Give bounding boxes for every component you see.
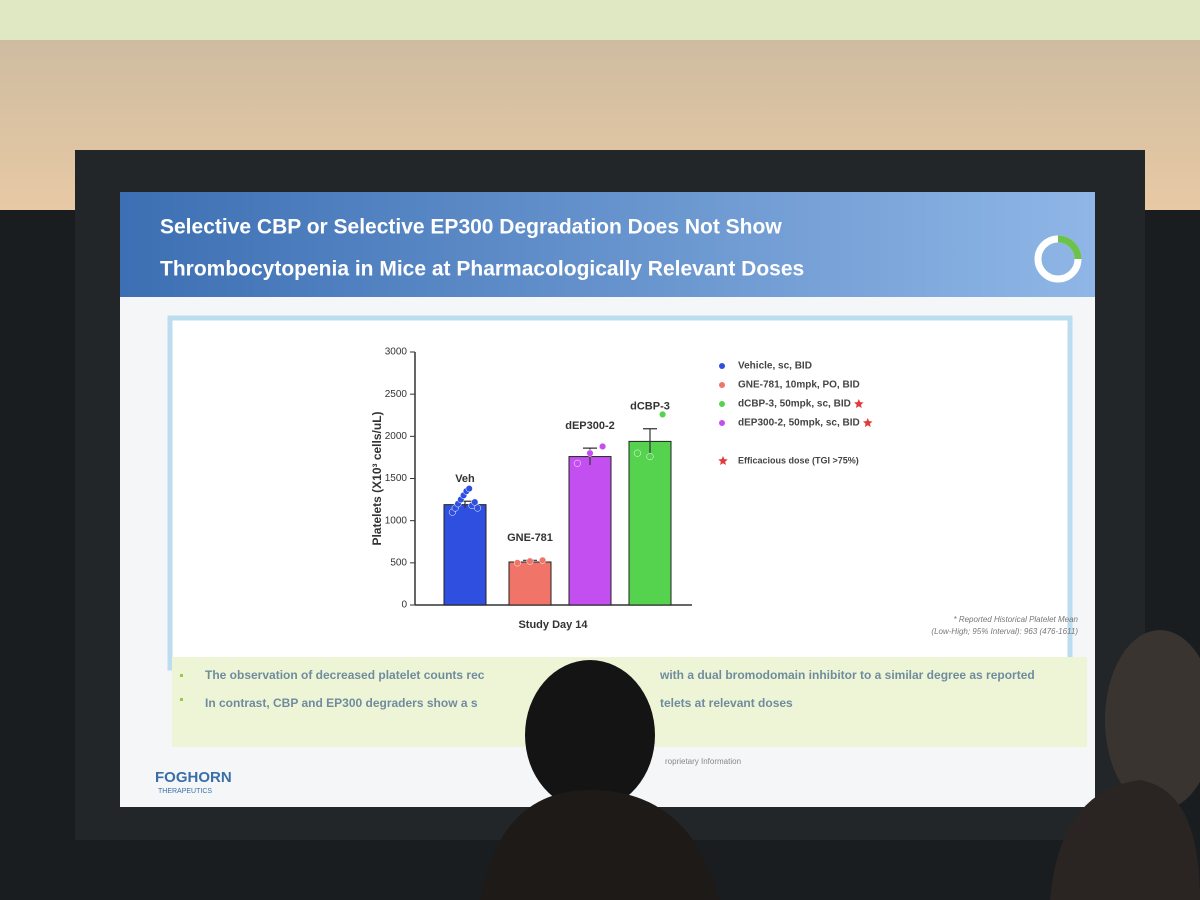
bullet-dot [180, 674, 183, 677]
audience-head [1105, 630, 1200, 810]
legend-marker [719, 382, 725, 388]
bar [568, 456, 612, 606]
data-point [539, 556, 547, 564]
bar [443, 504, 487, 606]
audience-head [525, 660, 655, 810]
footer: roprietary Information [665, 757, 741, 766]
y-tick-label: 3000 [385, 347, 408, 358]
bullet: telets at relevant doses [660, 696, 793, 710]
y-tick-label: 2000 [385, 431, 408, 442]
bar-label: dCBP-3 [630, 401, 670, 413]
data-point [586, 449, 594, 457]
bullet: In contrast, CBP and EP300 degraders sho… [205, 696, 478, 710]
light [0, 0, 1200, 40]
bullet: The observation of decreased platelet co… [205, 668, 485, 682]
y-tick-label: 1000 [385, 515, 408, 526]
y-tick-label: 0 [401, 600, 407, 611]
star-note: Efficacious dose (TGI >75%) [738, 455, 859, 465]
logo-text: FOGHORN [155, 769, 232, 786]
legend-star [862, 418, 873, 428]
bar-label: GNE-781 [507, 532, 553, 544]
logo-sub: THERAPEUTICS [158, 788, 212, 795]
footnote: (Low-High; 95% Interval): 963 (476-1611) [931, 627, 1078, 636]
bar [508, 561, 552, 606]
star-note-icon [718, 456, 728, 466]
footnote: * Reported Historical Platelet Mean [953, 615, 1078, 624]
data-point [526, 557, 534, 565]
title: Thrombocytopenia in Mice at Pharmacologi… [160, 258, 804, 281]
x-axis-label: Study Day 14 [518, 619, 588, 631]
audience-body [1050, 780, 1200, 900]
bar [628, 440, 672, 606]
bar-label: dEP300-2 [565, 420, 615, 432]
legend-star [854, 399, 864, 409]
data-point [599, 442, 607, 451]
y-axis-label: Platelets (X10³ cells/uL) [370, 411, 384, 545]
legend-label: Vehicle, sc, BID [738, 361, 812, 372]
y-tick-label: 500 [390, 557, 407, 568]
y-tick-label: 1500 [385, 473, 408, 484]
legend-label: GNE-781, 10mpk, PO, BID [738, 380, 860, 391]
legend-marker [719, 401, 725, 407]
legend-marker [719, 363, 725, 369]
data-point [513, 559, 521, 567]
data-point [633, 449, 641, 457]
data-point [573, 459, 581, 467]
data-point [471, 498, 479, 506]
audience-body [480, 790, 720, 900]
logo-arc [1057, 235, 1082, 260]
data-point [465, 485, 473, 493]
bar-label: Veh [455, 473, 475, 485]
error-bar [643, 428, 657, 455]
title-band [120, 192, 1095, 297]
legend-label: dCBP-3, 50mpk, sc, BID [738, 399, 851, 410]
y-tick-label: 2500 [385, 389, 408, 400]
legend-label: dEP300-2, 50mpk, sc, BID [738, 418, 860, 429]
chart-box [167, 315, 1073, 671]
chart: 0 500 1000 1500 2000 2500 3000 Platelets (X10³ … [370, 347, 873, 631]
legend-marker [719, 420, 725, 426]
title: Selective CBP or Selective EP300 Degrada… [160, 216, 782, 239]
data-point [474, 504, 482, 512]
bullet-dot [180, 698, 183, 701]
data-point [646, 453, 654, 461]
data-point [659, 410, 667, 418]
bullet: with a dual bromodomain inhibitor to a s… [659, 668, 1035, 682]
